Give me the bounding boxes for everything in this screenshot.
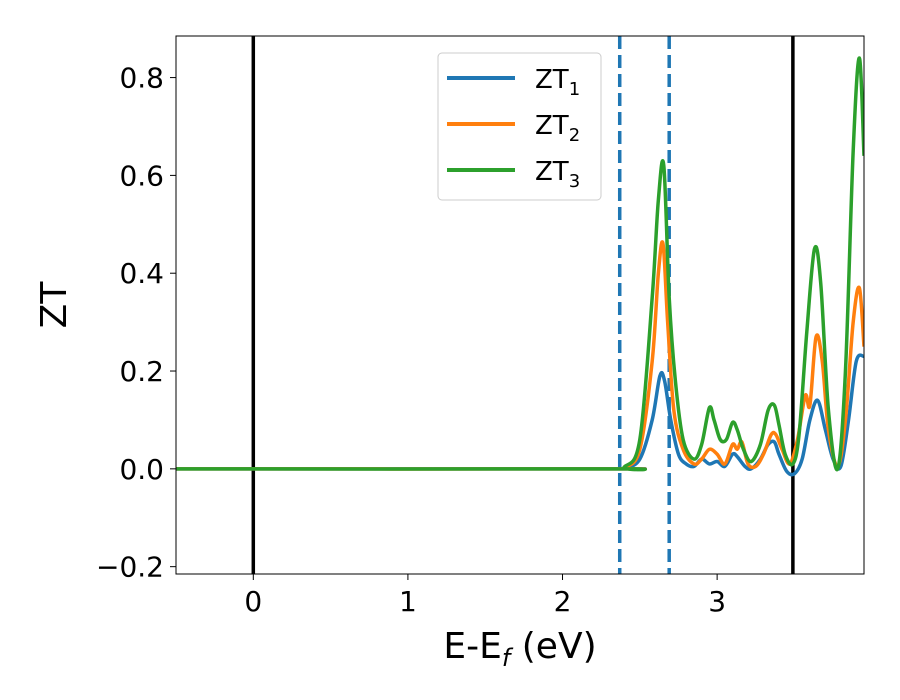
legend-label-zt3: ZT3 [535, 157, 580, 192]
y-tick-label: −0.2 [96, 551, 164, 584]
x-tick-label: 1 [399, 585, 417, 618]
y-tick-label: 0.8 [119, 62, 164, 95]
legend-label-zt2: ZT2 [535, 111, 580, 146]
x-tick-label: 0 [244, 585, 262, 618]
y-tick-label: 0.4 [119, 257, 164, 290]
series-line-zt2 [176, 240, 864, 472]
y-tick-label: 0.2 [119, 355, 164, 388]
x-tick-label: 2 [554, 585, 572, 618]
series-line-zt3 [176, 56, 864, 472]
x-axis-label: E-Ef (eV) [443, 626, 596, 672]
x-tick-label: 3 [708, 585, 726, 618]
legend-label-zt1: ZT1 [535, 65, 580, 100]
y-tick-label: 0.6 [119, 159, 164, 192]
series-line-zt1 [176, 353, 864, 477]
legend-box [437, 52, 602, 201]
y-axis-label: ZT [34, 281, 75, 329]
y-tick-label: 0.0 [119, 453, 164, 486]
series-layer [176, 56, 864, 477]
x-axis-ticks: 0 1 2 3 [244, 574, 726, 618]
plot-frame [175, 35, 865, 575]
legend: ZT1 ZT2 ZT3 [437, 52, 602, 201]
y-axis-ticks: −0.2 0.0 0.2 0.4 0.6 0.8 [96, 62, 176, 584]
